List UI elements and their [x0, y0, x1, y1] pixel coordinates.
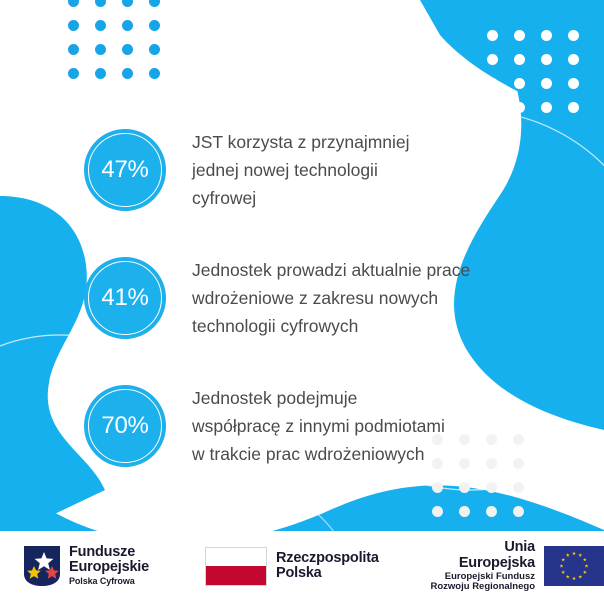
stat-description: JST korzysta z przynajmniej jednej nowej… [192, 128, 410, 212]
fe-line1: Fundusze [69, 544, 136, 561]
stat-description-line: współpracę z innymi podmiotami [192, 416, 445, 436]
logo-unia-europejska: Unia Europejska Europejski Fundusz Rozwo… [429, 539, 604, 593]
dot-grid-watermark-icon [432, 434, 524, 517]
stat-row: 70% Jednostek podejmuje współpracę z inn… [0, 362, 604, 490]
unia-europejska-text: Unia Europejska Europejski Fundusz Rozwo… [429, 539, 536, 593]
dot-grid-top-right-icon [487, 30, 579, 113]
stat-circle-badge: 70% [84, 385, 166, 467]
stat-description-line: wdrożeniowe z zakresu nowych [192, 288, 439, 308]
rp-line2: Polska [276, 565, 322, 581]
ue-line3: Rozwoju Regionalnego [430, 581, 536, 593]
poland-flag-icon [205, 546, 267, 586]
fundusze-europejskie-text: Fundusze Europejskie Polska Cyfrowa [69, 545, 149, 586]
stat-value: 47% [101, 156, 149, 183]
fe-line2: Europejskie [69, 559, 149, 576]
stat-description-line: technologii cyfrowych [192, 316, 359, 336]
stat-value: 41% [101, 284, 149, 311]
stat-description-line: cyfrowej [192, 188, 257, 208]
rp-line1: Rzeczpospolita [276, 549, 379, 566]
ue-line1: Unia Europejska [458, 539, 535, 572]
stat-circle-badge: 41% [84, 257, 166, 339]
european-union-flag-icon [544, 546, 604, 586]
stat-value: 70% [101, 412, 149, 439]
stat-description-line: Jednostek prowadzi aktualnie prace [192, 260, 471, 280]
fe-line3: Polska Cyfrowa [69, 576, 135, 587]
stat-description-line: jednej nowej technologii [192, 160, 378, 180]
ue-line2: Europejski Fundusz [444, 570, 535, 582]
stat-row: 41% Jednostek prowadzi aktualnie prace w… [0, 234, 604, 362]
stat-circle-badge: 47% [84, 129, 166, 211]
stat-row: 47% JST korzysta z przynajmniej jednej n… [0, 106, 604, 234]
stat-description: Jednostek podejmuje współpracę z innymi … [192, 384, 445, 468]
logo-fundusze-europejskie: Fundusze Europejskie Polska Cyfrowa [22, 544, 149, 588]
footer-logo-bar: Fundusze Europejskie Polska Cyfrowa Rzec… [0, 531, 604, 601]
rzeczpospolita-text: Rzeczpospolita Polska [276, 549, 379, 581]
fundusze-europejskie-mark-icon [24, 546, 60, 586]
logo-rzeczpospolita-polska: Rzeczpospolita Polska [205, 546, 379, 586]
stat-description-line: Jednostek podejmuje [192, 388, 358, 408]
statistics-list: 47% JST korzysta z przynajmniej jednej n… [0, 106, 604, 490]
dot-grid-top-left-icon [68, 0, 161, 80]
stat-description: Jednostek prowadzi aktualnie prace wdroż… [192, 256, 470, 340]
stat-description-line: w trakcie prac wdrożeniowych [192, 444, 425, 464]
stat-description-line: JST korzysta z przynajmniej [192, 132, 410, 152]
